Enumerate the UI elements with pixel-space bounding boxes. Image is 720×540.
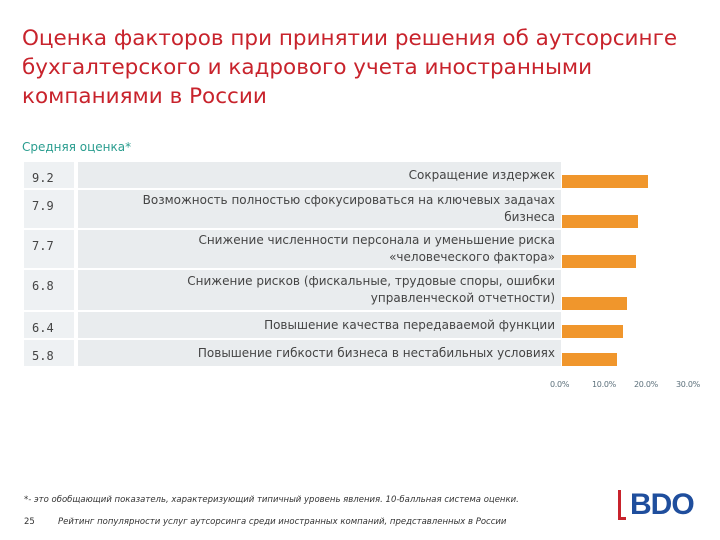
factor-label: Сокращение издержек: [78, 162, 561, 188]
bdo-logo: BDO: [618, 488, 698, 522]
table-row: 7.9 Возможность полностью сфокусироваться…: [24, 190, 561, 230]
bar: [562, 353, 617, 366]
x-tick-label: 20.0%: [634, 380, 658, 389]
bar: [562, 215, 638, 228]
x-tick-label: 0.0%: [550, 380, 570, 389]
factor-label: Повышение качества передаваемой функции: [78, 312, 561, 338]
logo-text: BDO: [630, 488, 695, 521]
bar: [562, 325, 623, 338]
score-cell: 6.4: [24, 312, 76, 338]
bar: [562, 255, 636, 268]
page-title: Оценка факторов при принятии решения об …: [22, 26, 678, 109]
table-row: 7.7 Снижение численности персонала и умен…: [24, 230, 561, 270]
logo-bracket: [618, 490, 626, 520]
factor-label: Снижение рисков (фискальные, трудовые сп…: [78, 270, 561, 310]
x-tick-label: 30.0%: [676, 380, 700, 389]
factor-table: 9.2 Сокращение издержек 7.9 Возможность пол…: [24, 162, 561, 368]
score-cell: 7.9: [24, 190, 76, 228]
footnote: *- это обобщающий показатель, характериз…: [24, 495, 519, 505]
table-row: 5.8 Повышение гибкости бизнеса в нестабил…: [24, 340, 561, 368]
bar: [562, 297, 628, 310]
table-row: 9.2 Сокращение издержек: [24, 162, 561, 190]
table-row: 6.8 Снижение рисков (фискальные, трудовые…: [24, 270, 561, 312]
page-number: 25: [24, 517, 35, 527]
x-tick-label: 10.0%: [592, 380, 616, 389]
table-row: 6.4 Повышение качества передаваемой функц…: [24, 312, 561, 340]
chart-subtitle: Средняя оценка*: [22, 140, 132, 154]
score-cell: 5.8: [24, 340, 76, 366]
factor-label: Повышение гибкости бизнеса в нестабильны…: [78, 340, 561, 366]
score-cell: 9.2: [24, 162, 76, 188]
score-cell: 7.7: [24, 230, 76, 268]
score-cell: 6.8: [24, 270, 76, 310]
footer-text: Рейтинг популярности услуг аутсорсинга с…: [58, 517, 507, 527]
factor-label: Снижение численности персонала и уменьше…: [78, 230, 561, 268]
bar: [562, 175, 649, 188]
factor-label: Возможность полностью сфокусироваться на…: [78, 190, 561, 228]
